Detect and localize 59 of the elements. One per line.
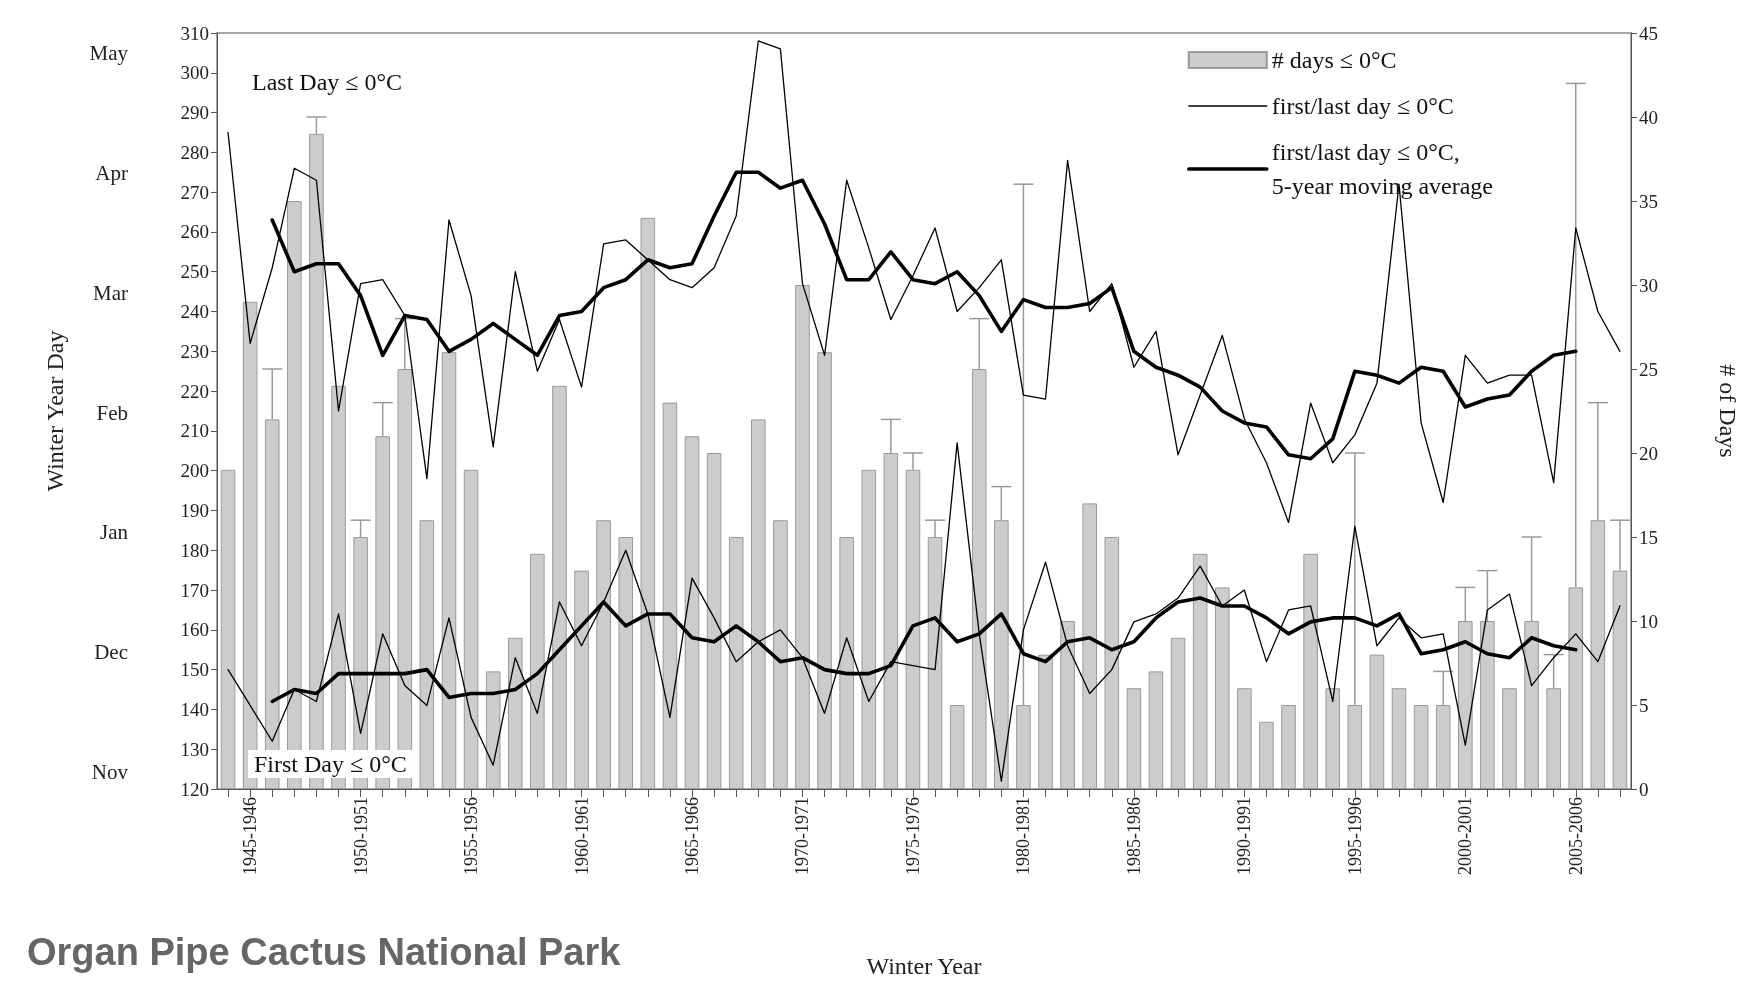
x-tick-label: 1975-1976 (902, 797, 923, 875)
y2-tick-label: 40 (1639, 106, 1658, 128)
legend-label: # days ≤ 0°C (1271, 47, 1397, 73)
x-tick-label: 1965-1966 (682, 797, 703, 875)
y-tick-label: 300 (180, 62, 209, 84)
x-tick-label: 1980-1981 (1013, 797, 1034, 875)
y-axis-title: Winter Year Day (42, 330, 68, 492)
x-tick-label: 1995-1996 (1344, 797, 1365, 875)
y-tick-label: 190 (180, 499, 209, 521)
legend-label: first/last day ≤ 0°C (1271, 93, 1454, 119)
text: Feb (96, 400, 128, 425)
y-tick-label: 270 (180, 181, 209, 203)
y-tick-label: 310 (180, 22, 209, 44)
text: May (89, 40, 129, 65)
y-tick-label: 230 (180, 340, 209, 362)
y-tick-label: 160 (180, 619, 209, 641)
y2-tick-label: 45 (1639, 22, 1658, 44)
y-tick-label: 220 (180, 380, 209, 402)
y-tick-label: 240 (180, 301, 209, 323)
y2-tick-label: 5 (1639, 694, 1649, 716)
x-tick-label: 1950-1951 (350, 797, 371, 875)
text: Dec (94, 640, 128, 665)
y2-tick-label: 25 (1639, 358, 1658, 380)
y-tick-label: 250 (180, 261, 209, 283)
y2-tick-label: 15 (1639, 526, 1658, 548)
text: Mar (93, 280, 128, 305)
y2-tick-label: 0 (1639, 778, 1649, 800)
y-tick-label: 150 (180, 659, 209, 681)
legend-label: first/last day ≤ 0°C, 5-year moving average (1271, 139, 1494, 199)
y2-tick-label: 30 (1639, 274, 1658, 296)
y-tick-label: 170 (180, 579, 209, 601)
y-tick-label: 290 (180, 102, 209, 124)
y-tick-label: 140 (180, 698, 209, 720)
x-axis-title: Winter Year (866, 953, 982, 979)
x-tick-label: 1955-1956 (461, 797, 482, 875)
x-tick-label: 2005-2006 (1565, 797, 1586, 875)
x-tick-label: 1960-1961 (571, 797, 592, 875)
y-tick-label: 210 (180, 420, 209, 442)
x-tick-label: 1990-1991 (1234, 797, 1255, 875)
x-tick-label: 1970-1971 (792, 797, 813, 875)
y-tick-label: 280 (180, 141, 209, 163)
text: Apr (95, 160, 128, 185)
x-tick-label: 1985-1986 (1123, 797, 1144, 875)
x-tick-label: 2000-2001 (1455, 797, 1476, 875)
y-tick-label: 260 (180, 221, 209, 243)
y-tick-label: 180 (180, 539, 209, 561)
text: Jan (100, 520, 129, 545)
y-tick-label: 200 (180, 460, 209, 482)
y2-axis-title: # of Days (1715, 364, 1741, 458)
annotation: Last Day ≤ 0°C (252, 69, 403, 95)
y-tick-label: 130 (180, 738, 209, 760)
y2-tick-label: 35 (1639, 190, 1658, 212)
y-tick-label: 120 (180, 778, 209, 800)
y2-tick-label: 10 (1639, 610, 1658, 632)
annotation: First Day ≤ 0°C (254, 751, 407, 777)
y2-tick-label: 20 (1639, 442, 1658, 464)
x-tick-label: 1945-1946 (240, 797, 261, 875)
text: Organ Pipe Cactus National Park (27, 931, 622, 973)
text: Nov (91, 760, 129, 785)
